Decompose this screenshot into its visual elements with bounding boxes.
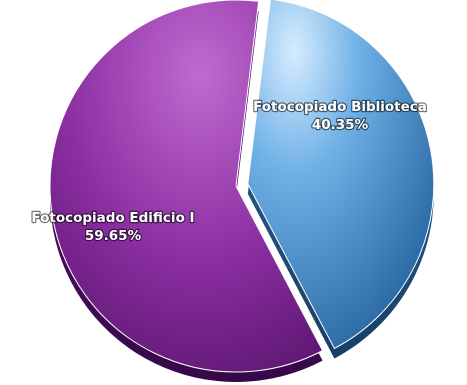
pie-slice-fotocopiado-edificio-i xyxy=(49,0,324,373)
slice-value-label-1: 59.65% xyxy=(85,228,142,244)
pie-slice-fotocopiado-biblioteca xyxy=(247,0,435,350)
slice-value-label-0: 40.35% xyxy=(312,117,369,133)
slice-label-0: Fotocopiado Biblioteca xyxy=(253,99,427,115)
slice-label-1: Fotocopiado Edificio I xyxy=(31,210,194,226)
